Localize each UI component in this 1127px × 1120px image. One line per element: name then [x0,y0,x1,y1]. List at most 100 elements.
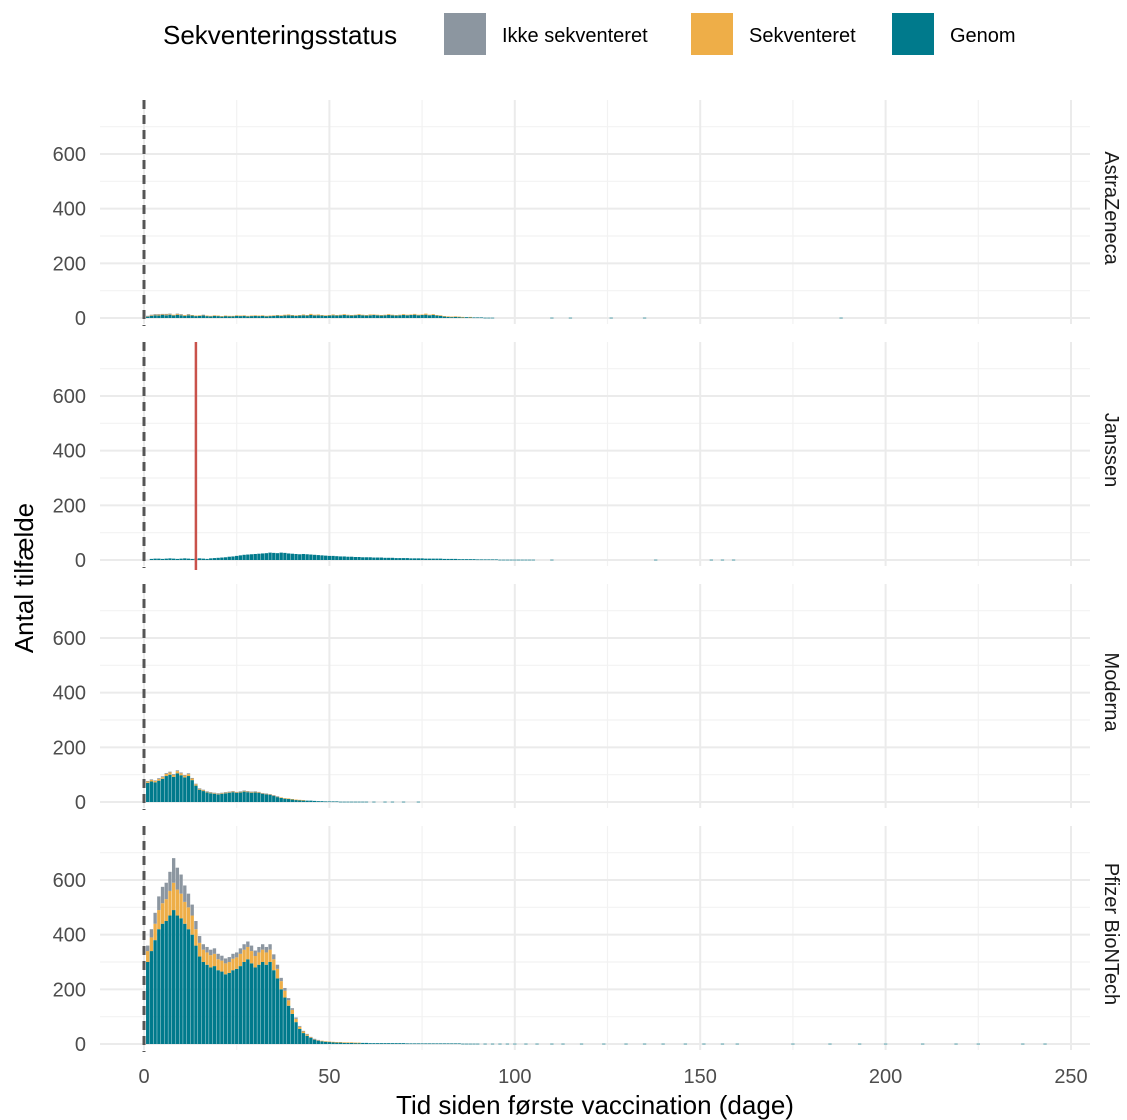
bar-astrazeneca-sekventeret [231,315,235,317]
bar-moderna-genom [164,776,168,802]
bar-pfizer-biontech-sekventeret [220,960,224,972]
bar-astrazeneca-genom [209,316,213,318]
bar-moderna-genom [179,775,183,802]
bar-pfizer-biontech-sekventeret [235,957,239,969]
y-tick-label: 600 [53,628,86,650]
bar-pfizer-biontech-ikke-sekventeret [272,954,276,960]
bar-moderna-genom [331,801,335,803]
bar-astrazeneca-sekventeret [175,313,180,315]
bar-pfizer-biontech-ikke-sekventeret [309,1036,313,1038]
bar-moderna-sekventeret [279,797,283,798]
bar-moderna-genom [253,792,257,802]
bar-pfizer-biontech-sekventeret [231,958,235,971]
y-tick-label: 0 [75,1034,86,1056]
bar-moderna-genom [390,801,395,803]
y-tick-label: 400 [53,925,86,947]
bar-pfizer-biontech-genom [413,1043,417,1045]
bar-pfizer-biontech-sekventeret [275,968,280,979]
bar-moderna-genom [312,800,317,802]
bar-janssen-genom [435,558,439,560]
bar-moderna-genom [286,798,291,802]
bar-astrazeneca-sekventeret [387,314,391,315]
bar-janssen-genom [387,557,391,560]
bar-astrazeneca-genom [235,315,239,318]
bar-astrazeneca-sekventeret [405,314,409,316]
bar-janssen-genom [494,559,498,561]
bar-pfizer-biontech-genom [264,964,269,1044]
bar-pfizer-biontech-genom [212,966,217,1044]
bar-pfizer-biontech-sekventeret [349,1042,354,1043]
legend-swatch-genom [892,13,934,55]
y-tick-label: 200 [53,737,86,759]
bar-moderna-ikke-sekventeret [253,791,257,792]
bar-janssen-genom [527,559,532,561]
bar-pfizer-biontech-genom [976,1043,980,1045]
bar-astrazeneca-genom [201,315,205,318]
bar-astrazeneca-sekventeret [294,315,298,316]
bar-moderna-genom [361,801,365,803]
bar-moderna-sekventeret [242,790,246,792]
bar-janssen-genom [468,559,472,560]
bar-astrazeneca-sekventeret [298,314,302,316]
bar-astrazeneca-genom [327,315,332,318]
bar-astrazeneca-sekventeret [283,314,287,316]
bar-astrazeneca-sekventeret [453,316,458,317]
bar-janssen-genom [264,553,269,560]
facet-panel-pfizer-biontech: 0 200 400 600 Pfizer BioNTech [53,826,1122,1056]
bar-pfizer-biontech-genom [305,1035,309,1044]
bar-pfizer-biontech-genom [190,934,194,1044]
bar-moderna-genom [279,797,283,802]
bar-pfizer-biontech-genom [857,1043,862,1045]
bar-astrazeneca-genom [175,314,180,318]
bar-moderna-sekventeret [168,772,172,775]
bar-janssen-genom [209,558,213,560]
bar-pfizer-biontech-ikke-sekventeret [286,998,291,1001]
bar-pfizer-biontech-genom [146,962,150,1044]
bar-pfizer-biontech-genom [435,1043,439,1045]
bar-pfizer-biontech-ikke-sekventeret [249,945,254,952]
bar-astrazeneca-sekventeret [368,314,372,316]
bar-astrazeneca-sekventeret [216,315,220,317]
bar-pfizer-biontech-ikke-sekventeret [260,944,265,950]
bar-janssen-genom [286,553,291,560]
bar-astrazeneca-genom [476,317,480,319]
bar-pfizer-biontech-ikke-sekventeret [197,936,202,943]
bar-janssen-genom [294,553,298,560]
bar-moderna-ikke-sekventeret [160,776,165,778]
bar-astrazeneca-genom [372,314,376,318]
y-tick-label: 400 [53,199,86,221]
bar-janssen-genom [279,552,283,560]
bar-janssen-genom [394,558,398,560]
bar-janssen-genom [149,558,154,560]
bar-astrazeneca-genom [479,317,484,319]
bar-janssen-genom [520,559,524,561]
bar-astrazeneca-genom [171,315,176,318]
bar-moderna-sekventeret [283,798,287,799]
bar-pfizer-biontech-genom [283,997,287,1044]
bar-pfizer-biontech-genom [346,1042,350,1044]
bar-moderna-ikke-sekventeret [194,783,198,785]
bar-pfizer-biontech-ikke-sekventeret [216,953,220,960]
bar-pfizer-biontech-genom [242,962,246,1044]
bar-astrazeneca-genom [197,315,202,318]
bar-janssen-genom [201,558,205,560]
bar-pfizer-biontech-sekventeret [157,910,161,930]
bar-astrazeneca-genom [153,315,157,318]
bar-moderna-genom [320,801,324,802]
bar-moderna-sekventeret [286,798,291,800]
bar-moderna-genom [260,793,265,802]
bar-moderna-ikke-sekventeret [227,791,231,793]
bar-janssen-genom [731,559,736,561]
bar-astrazeneca-genom [349,315,354,318]
bar-janssen-genom [186,558,191,560]
bar-pfizer-biontech-sekventeret [342,1042,346,1043]
bar-moderna-sekventeret [298,799,302,801]
bar-astrazeneca-genom [390,315,395,318]
bar-astrazeneca-genom [194,316,198,318]
bar-pfizer-biontech-genom [683,1043,688,1045]
bar-pfizer-biontech-ikke-sekventeret [220,955,224,961]
bar-moderna-ikke-sekventeret [164,773,168,774]
bar-moderna-ikke-sekventeret [220,792,224,794]
bar-janssen-genom [479,559,484,561]
bar-astrazeneca-genom [157,315,161,318]
